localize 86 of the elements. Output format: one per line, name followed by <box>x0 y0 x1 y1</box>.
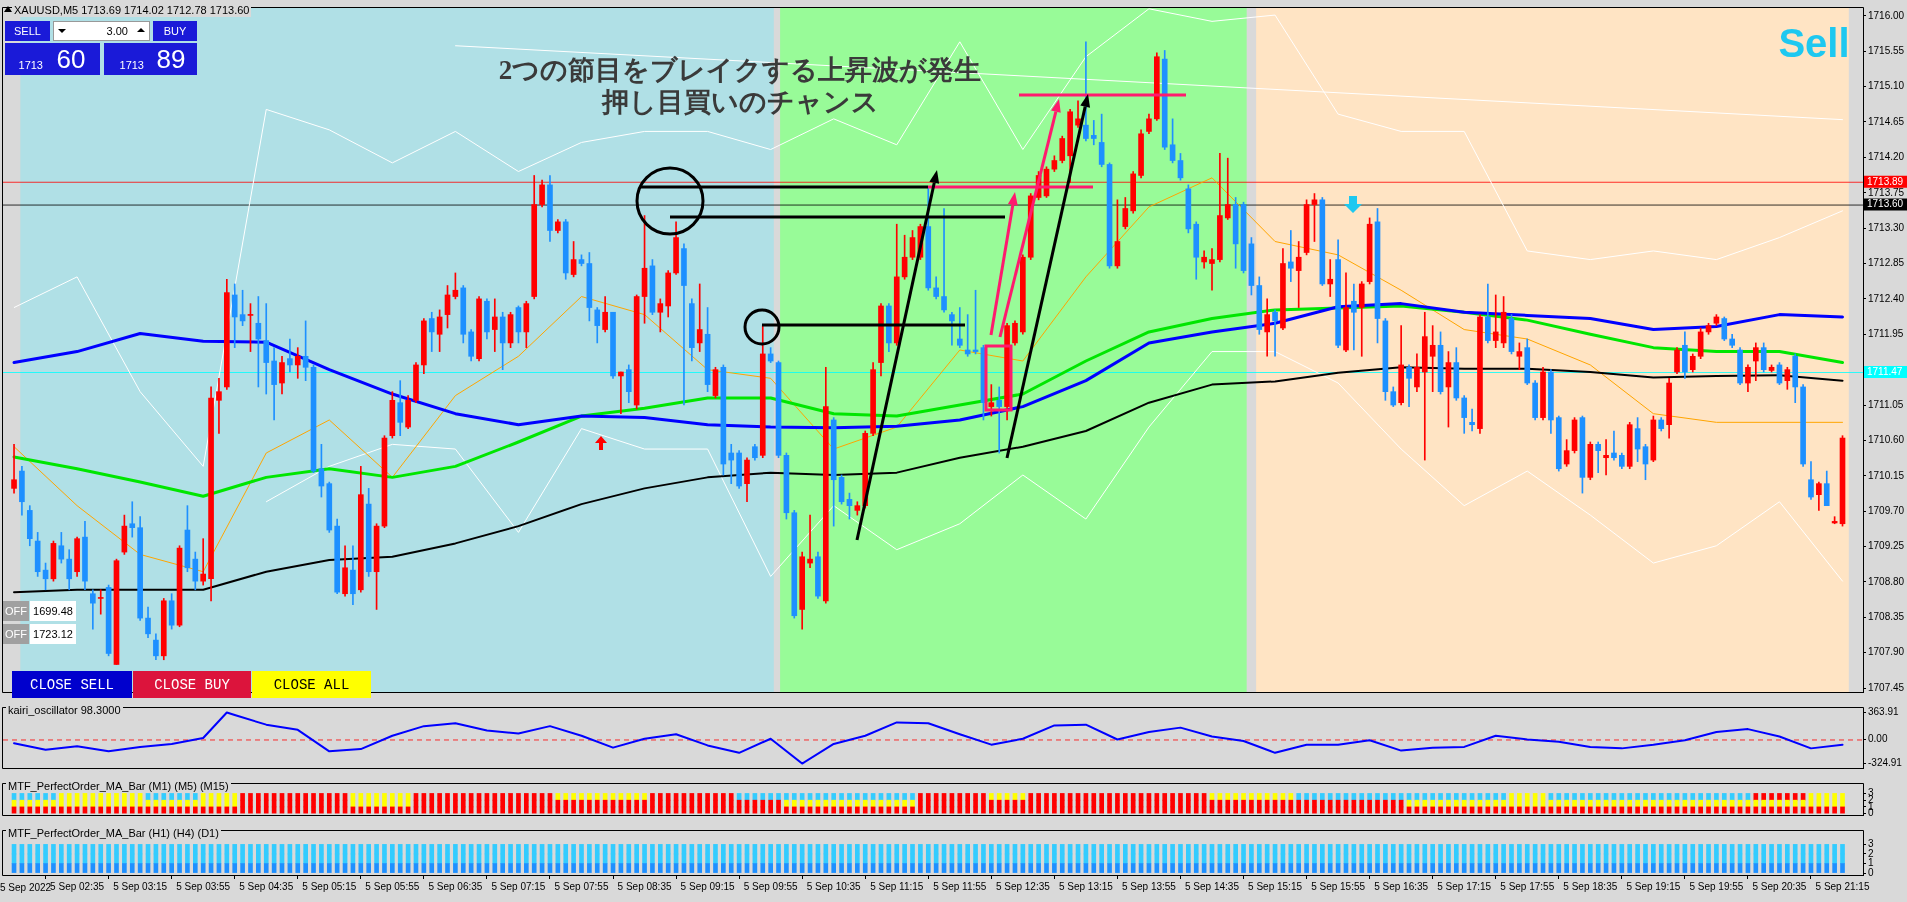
x-tick-label: 5 Sep 13:55 <box>1121 880 1177 892</box>
x-tick-label: 5 Sep 09:15 <box>680 880 735 892</box>
x-tick-label: 5 Sep 08:35 <box>617 880 672 892</box>
x-tick-label: 5 Sep 13:15 <box>1058 880 1114 892</box>
annotation: 押し目買いのチャンス <box>601 86 879 119</box>
button: SELL <box>5 21 50 41</box>
y-tick-label: 1714.20 <box>1868 151 1905 163</box>
y-tick-label: 1713.75 <box>1868 186 1905 198</box>
y-tick-label: 1712.40 <box>1868 292 1905 304</box>
annotation: 1713 <box>18 59 43 71</box>
x-tick-label: 5 Sep 12:35 <box>995 880 1051 892</box>
annotation: BUY <box>163 25 187 37</box>
x-tick-label: 5 Sep 04:35 <box>239 880 294 892</box>
annotation: CLOSE BUY <box>154 676 230 693</box>
x-tick-label: 5 Sep 20:35 <box>1752 880 1807 892</box>
y-tick-label: 1710.15 <box>1868 469 1905 481</box>
x-tick-label: 5 Sep 19:15 <box>1626 880 1681 892</box>
ref-line-label: 1713.60 <box>1867 198 1904 210</box>
ref-line-label: 1711.47 <box>1867 365 1903 377</box>
y-tick-label: 1716.00 <box>1868 9 1905 21</box>
button: OFF <box>3 624 29 644</box>
x-tick-label: 5 Sep 18:35 <box>1563 880 1618 892</box>
x-tick-label: 5 Sep 02:35 <box>50 880 105 892</box>
x-tick-label: 5 Sep 15:15 <box>1248 880 1303 892</box>
annotation: CLOSE SELL <box>29 676 114 693</box>
x-tick-label: 5 Sep 07:15 <box>491 880 546 892</box>
x-tick-label: 5 Sep 10:35 <box>806 880 862 892</box>
y-tick-label: 2 <box>1868 847 1874 859</box>
annotation: 60 <box>56 43 86 75</box>
y-tick-label: 0 <box>1868 807 1874 819</box>
annotation: 1713 <box>119 59 144 71</box>
x-tick-label: 5 Sep 09:55 <box>743 880 799 892</box>
y-tick-label: 1714.65 <box>1868 115 1905 127</box>
y-tick-label: 1713.30 <box>1868 221 1905 233</box>
y-tick-label: 1712.85 <box>1868 257 1905 269</box>
input-box: 1699.48 <box>30 601 76 621</box>
x-tick-label: 5 Sep 03:15 <box>113 880 168 892</box>
y-tick-label: 1707.45 <box>1868 681 1905 693</box>
annotation: 89 <box>156 43 186 75</box>
y-tick-label: 3 <box>1868 838 1874 850</box>
x-tick-label: 5 Sep 15:55 <box>1311 880 1366 892</box>
y-tick-label: 1715.10 <box>1868 80 1905 92</box>
chart-title: MTF_PerfectOrder_MA_Bar (M1) (M5) (M15) <box>6 780 231 793</box>
button: BUY <box>153 21 197 41</box>
x-tick-label: 5 Sep 03:55 <box>176 880 231 892</box>
button: OFF <box>3 601 29 621</box>
y-tick-label: -324.91 <box>1868 757 1903 769</box>
x-tick-label: 5 Sep 05:55 <box>365 880 420 892</box>
y-tick-label: 1711.05 <box>1868 398 1904 410</box>
text: 5 Sep 2022 <box>0 881 52 893</box>
button: CLOSE SELL <box>12 671 132 698</box>
annotation: Sell <box>1778 20 1850 66</box>
x-tick-label: 5 Sep 17:55 <box>1500 880 1555 892</box>
y-tick-label: 1711.95 <box>1868 328 1904 340</box>
annotation: CLOSE ALL <box>273 676 350 693</box>
x-tick-label: 5 Sep 14:35 <box>1185 880 1240 892</box>
x-tick-label: 5 Sep 11:55 <box>933 880 987 892</box>
x-tick-label: 5 Sep 17:15 <box>1437 880 1492 892</box>
y-tick-label: 1 <box>1868 857 1874 869</box>
chart-title: kairi_oscillator 98.3000 <box>6 704 123 717</box>
annotation: SELL <box>14 25 41 37</box>
x-tick-label: 5 Sep 21:15 <box>1815 880 1870 892</box>
x-tick-label: 5 Sep 16:35 <box>1374 880 1429 892</box>
y-tick-label: 0.00 <box>1868 733 1888 745</box>
y-tick-label: 0 <box>1868 866 1874 878</box>
x-tick-label: 5 Sep 11:15 <box>870 880 924 892</box>
x-tick-label: 5 Sep 07:55 <box>554 880 609 892</box>
chart-title: MTF_PerfectOrder_MA_Bar (H1) (H4) (D1) <box>6 827 221 840</box>
x-tick-label: 5 Sep 06:35 <box>428 880 483 892</box>
y-tick-label: 1710.60 <box>1868 434 1905 446</box>
y-tick-label: 1709.25 <box>1868 540 1905 552</box>
y-tick-label: 1708.35 <box>1868 611 1905 623</box>
x-tick-label: 5 Sep 19:55 <box>1689 880 1744 892</box>
y-tick-label: 1715.55 <box>1868 44 1905 56</box>
input-box: 1723.12 <box>30 624 76 644</box>
y-tick-label: 363.91 <box>1868 706 1900 718</box>
annotation: 2つの節目をブレイクする上昇波が発生 <box>498 54 982 87</box>
x-tick-label: 5 Sep 05:15 <box>302 880 357 892</box>
annotation: 3.00 <box>106 25 128 37</box>
chart-title: XAUUSD,M5 1713.69 1714.02 1712.78 1713.60 <box>12 4 252 17</box>
ref-line-label: 1713.89 <box>1867 175 1904 187</box>
y-tick-label: 1707.90 <box>1868 646 1905 658</box>
button: CLOSE ALL <box>252 671 371 698</box>
y-tick-label: 1709.70 <box>1868 504 1905 516</box>
y-tick-label: 1708.80 <box>1868 575 1905 587</box>
button: CLOSE BUY <box>133 671 251 698</box>
